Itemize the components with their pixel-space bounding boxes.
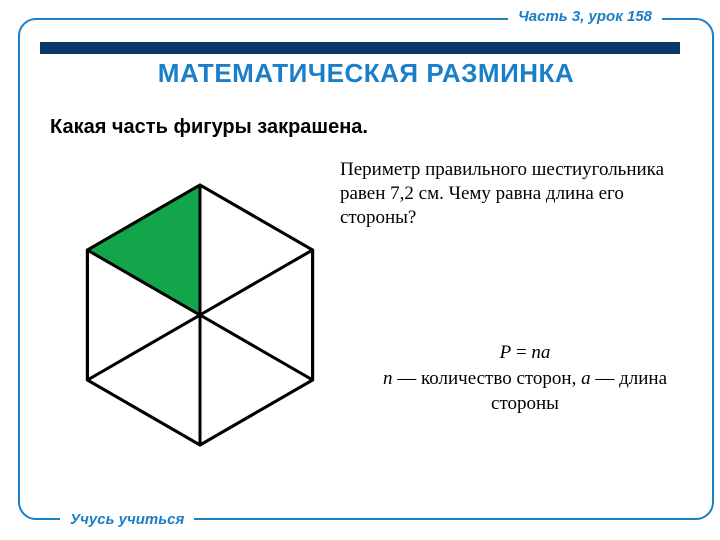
question-text: Какая часть фигуры закрашена. <box>50 116 368 139</box>
formula-desc: n — количество сторон, a — длина стороны <box>370 366 680 417</box>
desc-n-text: — количество сторон, <box>392 368 581 389</box>
slide-frame: Часть 3, урок 158 Учусь учиться МАТЕМАТИ… <box>18 18 714 520</box>
eq-sign: = <box>511 342 531 363</box>
formula-eq: P = na <box>370 340 680 366</box>
page-title: МАТЕМАТИЧЕСКАЯ РАЗМИНКА <box>20 54 712 93</box>
var-P: P <box>500 342 512 363</box>
breadcrumb: Часть 3, урок 158 <box>508 8 662 25</box>
var-a: a <box>581 368 591 389</box>
hexagon-figure <box>60 160 340 470</box>
var-na: na <box>531 342 550 363</box>
formula-block: P = na n — количество сторон, a — длина … <box>370 340 680 417</box>
footer-caption: Учусь учиться <box>60 511 194 528</box>
problem-text: Периметр правильного шестиугольника раве… <box>340 158 680 229</box>
